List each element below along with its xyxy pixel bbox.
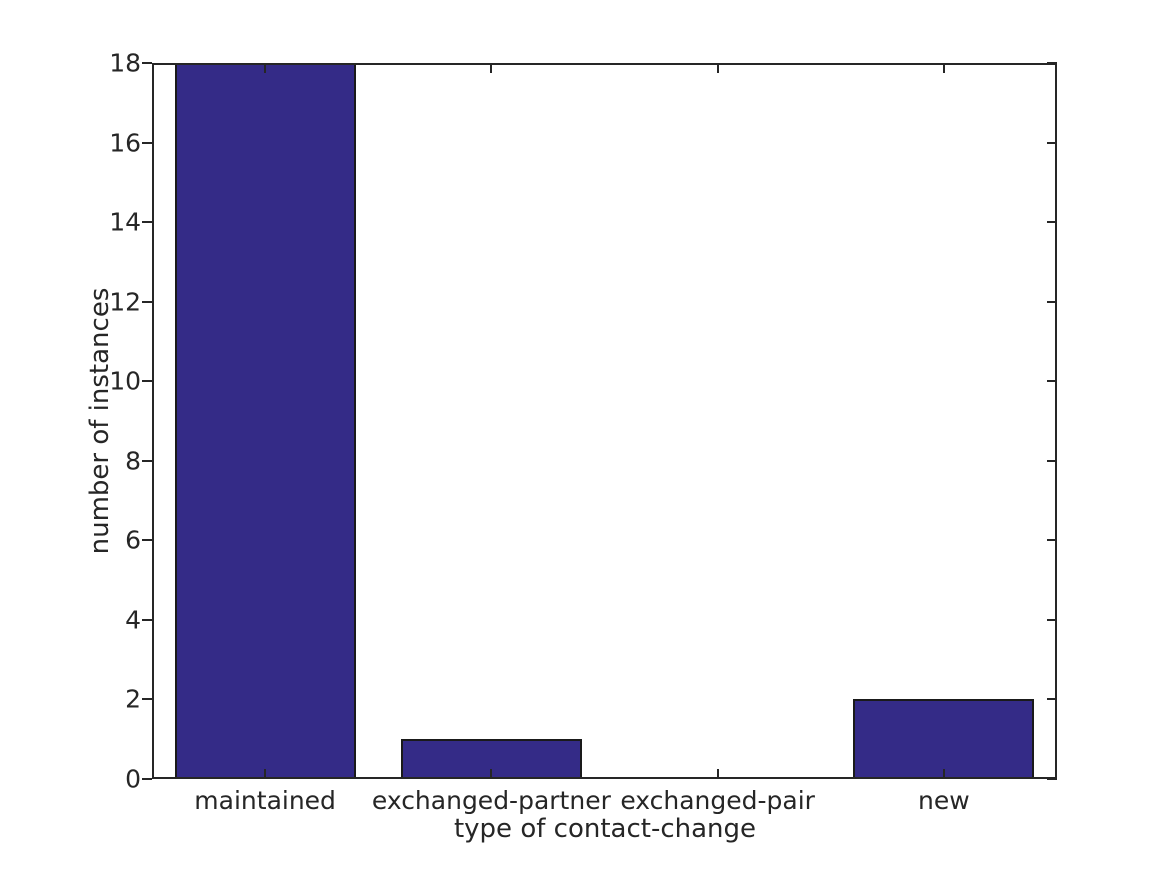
y-tick-right-6 [1047,539,1057,542]
y-tick-label-2: 2 [125,684,141,714]
y-tick-label-12: 12 [109,287,141,317]
y-tick-left-0 [142,778,152,780]
y-tick-label-8: 8 [125,446,141,476]
plot-area [142,62,1057,780]
x-tick-label-maintained: maintained [194,786,336,815]
bar-maintained [174,63,356,779]
y-tick-right-0 [1047,778,1057,780]
x-tick-top-new [942,63,945,73]
y-tick-right-18 [1047,62,1057,64]
y-tick-right-12 [1047,300,1057,303]
y-axis-label: number of instances [85,287,115,555]
y-tick-right-4 [1047,618,1057,621]
y-tick-right-10 [1047,380,1057,383]
x-tick-label-exchanged-pair: exchanged-pair [620,786,815,815]
y-tick-label-10: 10 [109,366,141,396]
x-tick-top-maintained [264,63,267,73]
y-tick-left-14 [142,221,152,224]
x-tick-bottom-new [942,769,945,779]
x-axis-label: type of contact-change [453,814,757,844]
y-tick-label-6: 6 [125,525,141,555]
bar-new [853,699,1035,779]
y-tick-right-14 [1047,221,1057,224]
y-tick-left-12 [142,300,152,303]
y-tick-label-0: 0 [125,764,141,794]
x-tick-bottom-maintained [264,769,267,779]
y-tick-left-4 [142,618,152,621]
y-tick-label-4: 4 [125,605,141,635]
x-tick-top-exchanged-pair [716,63,719,73]
y-tick-left-16 [142,141,152,144]
x-tick-label-exchanged-partner: exchanged-partner [371,786,611,815]
y-tick-left-6 [142,539,152,542]
x-tick-bottom-exchanged-partner [490,769,493,779]
y-tick-label-18: 18 [109,48,141,78]
y-tick-right-2 [1047,698,1057,701]
x-tick-bottom-exchanged-pair [716,769,719,779]
y-tick-left-10 [142,380,152,383]
y-tick-right-16 [1047,141,1057,144]
y-tick-left-8 [142,459,152,462]
y-tick-label-14: 14 [109,207,141,237]
x-tick-top-exchanged-partner [490,63,493,73]
y-tick-label-16: 16 [109,128,141,158]
y-tick-left-2 [142,698,152,701]
y-tick-left-18 [142,62,152,64]
y-tick-right-8 [1047,459,1057,462]
x-tick-label-new: new [918,786,970,815]
